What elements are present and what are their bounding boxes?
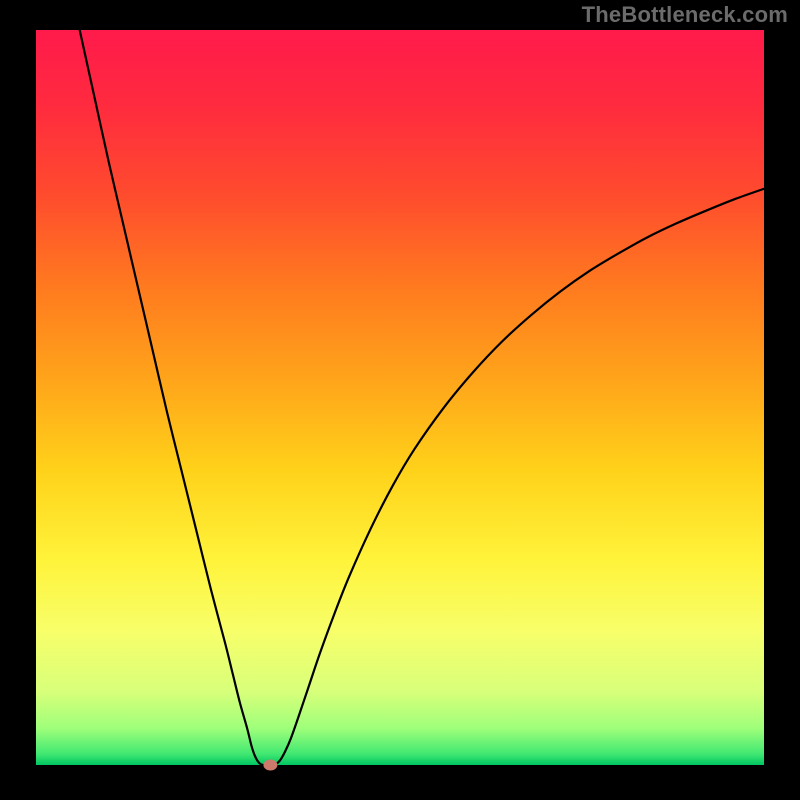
- watermark-text: TheBottleneck.com: [582, 2, 788, 28]
- chart-container: { "watermark": { "text": "TheBottleneck.…: [0, 0, 800, 800]
- bottleneck-chart: [0, 0, 800, 800]
- optimum-marker: [263, 760, 277, 771]
- plot-background: [36, 30, 764, 765]
